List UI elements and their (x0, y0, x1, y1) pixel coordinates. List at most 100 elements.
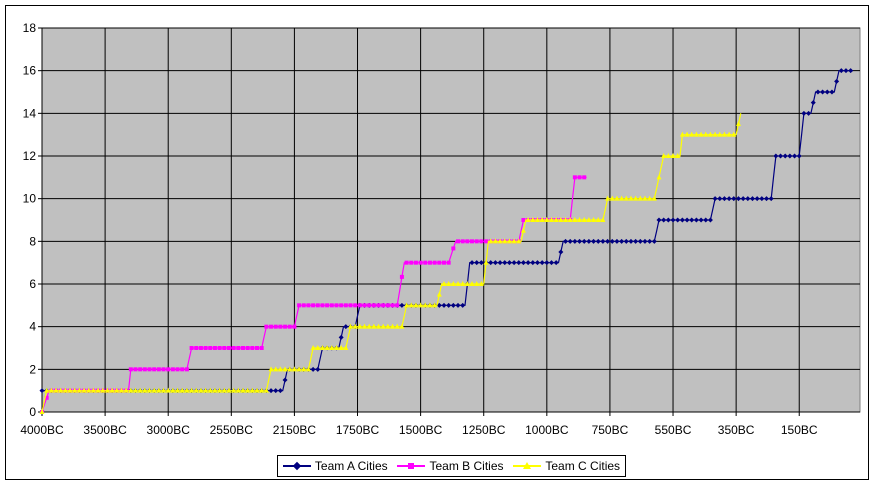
data-point (553, 217, 559, 222)
data-point (376, 323, 382, 329)
data-point (530, 260, 536, 266)
data-point (455, 302, 461, 308)
data-point (572, 175, 577, 180)
x-tick-label: 750BC (592, 423, 629, 437)
data-point (128, 387, 134, 393)
axes (38, 27, 860, 416)
data-point (465, 239, 470, 244)
data-point (376, 303, 381, 308)
data-point (469, 281, 475, 286)
legend-label-team-a: Team A Cities (314, 459, 388, 473)
data-point (161, 367, 166, 372)
data-point (820, 89, 826, 95)
legend-swatch-team-b (397, 461, 426, 471)
x-tick-label: 1750BC (336, 423, 380, 437)
data-point (184, 387, 190, 393)
data-point (754, 196, 760, 202)
data-point (651, 238, 657, 244)
data-point (44, 387, 50, 393)
data-point (605, 238, 611, 244)
data-point (684, 131, 690, 137)
data-point (297, 303, 302, 308)
data-point (679, 217, 685, 223)
x-tick-label: 3000BC (147, 423, 191, 437)
data-point (394, 323, 400, 329)
data-point (255, 346, 260, 350)
legend: Team A Cities Team B Cities Team C Citie… (277, 455, 626, 477)
data-point (577, 175, 582, 180)
data-point (310, 345, 316, 350)
data-point (488, 260, 494, 266)
data-point (628, 195, 634, 201)
data-point (324, 345, 330, 350)
data-point (558, 249, 564, 255)
data-point (460, 239, 465, 244)
plot-area (41, 27, 861, 413)
data-point (670, 217, 676, 223)
data-point (292, 324, 297, 329)
data-point (577, 217, 583, 222)
data-point (221, 387, 227, 393)
data-point (296, 366, 302, 372)
data-point (240, 387, 246, 393)
data-point (511, 238, 517, 244)
data-point (516, 238, 522, 244)
data-point (675, 217, 681, 223)
data-point (689, 217, 695, 223)
data-point (86, 387, 92, 393)
data-point (39, 388, 45, 394)
data-point (548, 217, 554, 222)
data-point (764, 196, 770, 202)
data-point (647, 195, 653, 201)
data-point (366, 323, 372, 329)
data-point (315, 366, 321, 372)
data-point (441, 302, 447, 308)
data-point (189, 387, 195, 393)
data-point (263, 387, 269, 393)
data-point (801, 110, 807, 116)
y-tick-label: 18 (23, 21, 37, 35)
data-point (525, 260, 531, 266)
data-point (338, 334, 344, 340)
data-point (665, 153, 671, 158)
data-point (619, 238, 625, 244)
data-point (118, 387, 124, 393)
data-point (787, 153, 793, 159)
data-point (217, 387, 223, 393)
data-point (567, 238, 573, 244)
data-point (413, 260, 418, 265)
data-point (109, 387, 115, 393)
data-point (824, 89, 830, 95)
data-point (259, 387, 265, 393)
data-point (305, 366, 311, 372)
data-point (619, 195, 625, 201)
x-tick-label: 1000BC (525, 423, 569, 437)
data-point (132, 387, 138, 393)
data-point (829, 89, 835, 95)
data-point (450, 302, 456, 308)
data-point (343, 345, 349, 350)
data-point (450, 281, 456, 286)
data-point (348, 323, 354, 329)
data-point (352, 323, 358, 329)
data-point (623, 195, 629, 201)
data-point (362, 303, 367, 308)
data-point (436, 291, 442, 297)
data-point (371, 303, 376, 308)
data-point (591, 238, 597, 244)
data-point (703, 217, 709, 223)
data-point (492, 260, 498, 266)
data-point (437, 260, 442, 265)
data-point (48, 387, 54, 393)
data-point (409, 260, 414, 265)
data-point (778, 153, 784, 159)
data-point (595, 238, 601, 244)
legend-swatch-team-c (513, 461, 542, 471)
data-point (180, 367, 185, 372)
data-point (371, 323, 377, 329)
data-point (502, 238, 508, 244)
data-point (492, 238, 498, 244)
data-point (166, 367, 171, 372)
data-point (497, 260, 503, 266)
data-point (226, 387, 232, 393)
